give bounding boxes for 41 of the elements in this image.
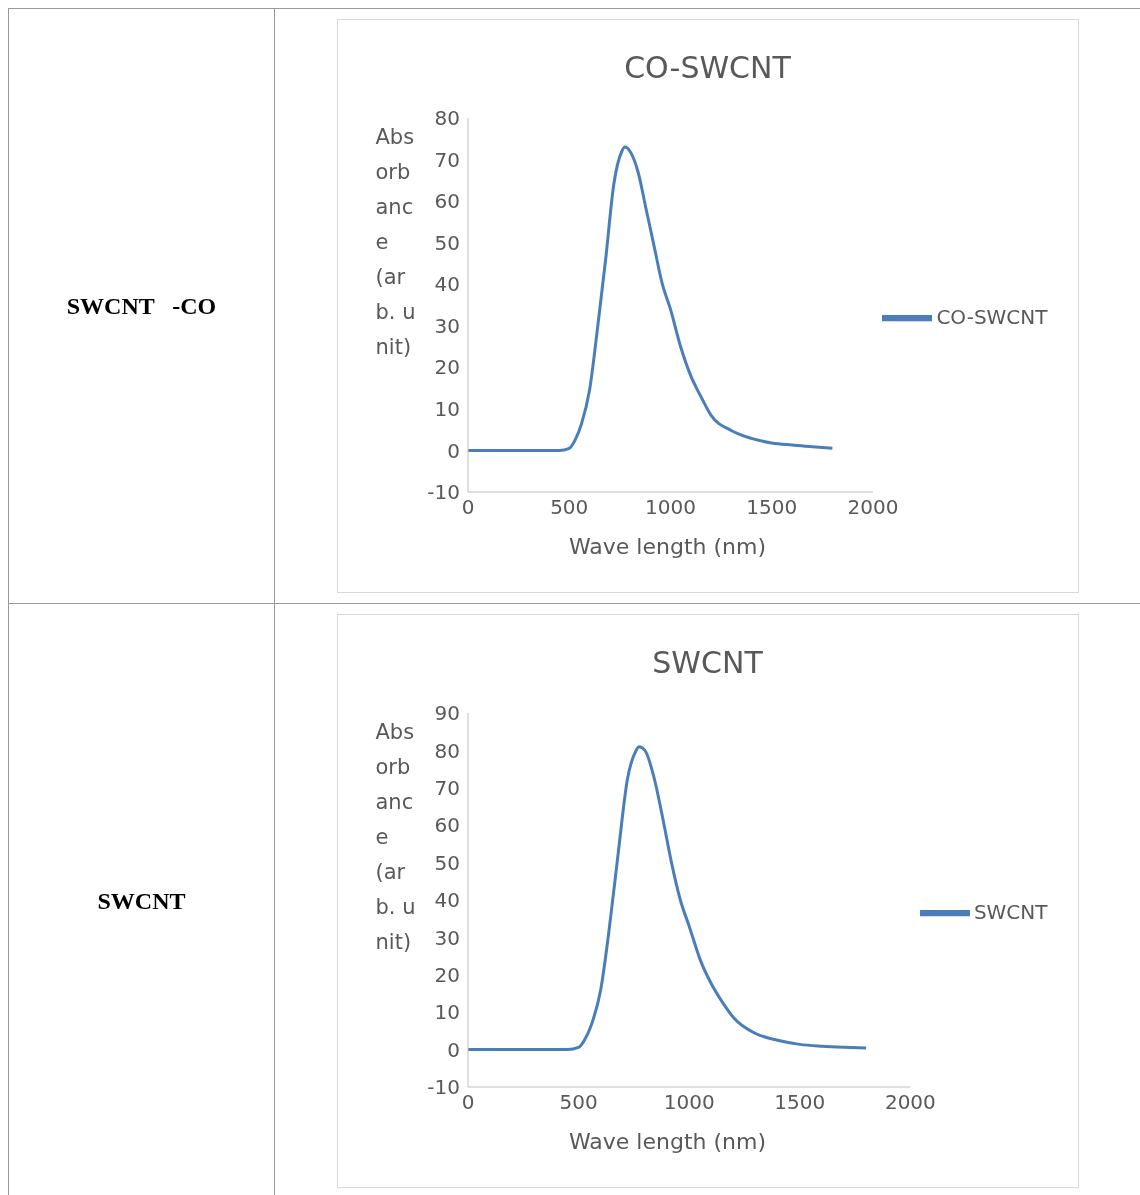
x-tick-label: 1500	[745, 495, 797, 520]
y-tick-label: -10	[426, 1075, 460, 1100]
y-axis-title: Absorbance (arb. unit)	[375, 124, 416, 361]
legend-label: CO-SWCNT	[936, 304, 1048, 329]
y-tick-label: 80	[434, 106, 460, 131]
y-tick-label: 0	[446, 438, 460, 463]
y-tick-label: 50	[434, 230, 460, 255]
chart-title: CO-SWCNT	[623, 50, 792, 85]
chart-title: SWCNT	[651, 645, 764, 680]
y-tick-label: 60	[434, 189, 460, 214]
x-tick-label: 1500	[773, 1090, 825, 1115]
y-axis-title: Absorbance (arb. unit)	[375, 719, 416, 956]
line-series	[467, 745, 868, 1052]
y-tick-label: 70	[434, 775, 460, 800]
y-tick-label: -10	[426, 480, 460, 505]
y-tick-label: 60	[434, 813, 460, 838]
x-tick-label: 500	[549, 495, 588, 520]
legend-label: SWCNT	[973, 899, 1048, 924]
y-tick-label: 20	[434, 962, 460, 987]
y-tick-label: 50	[434, 850, 460, 875]
x-tick-label: 2000	[884, 1090, 936, 1115]
x-tick-label: 1000	[663, 1090, 715, 1115]
text: SWCNT -CO	[66, 292, 217, 320]
y-tick-label: 30	[434, 925, 460, 950]
x-axis-title: Wave length (nm)	[567, 1129, 767, 1154]
text: SWCNT	[97, 887, 186, 915]
line-series	[467, 145, 834, 452]
y-tick-label: 40	[434, 272, 460, 297]
x-tick-label: 2000	[846, 495, 898, 520]
y-tick-label: 10	[434, 1000, 460, 1025]
y-tick-label: 20	[434, 355, 460, 380]
y-tick-label: 40	[434, 888, 460, 913]
y-tick-label: 90	[434, 701, 460, 726]
y-tick-label: 80	[434, 738, 460, 763]
y-tick-label: 30	[434, 313, 460, 338]
y-tick-label: 0	[446, 1037, 460, 1062]
y-tick-label: 70	[434, 147, 460, 172]
x-axis-title: Wave length (nm)	[567, 534, 767, 559]
x-tick-label: 500	[559, 1090, 598, 1115]
x-tick-label: 1000	[644, 495, 696, 520]
y-tick-label: 10	[434, 396, 460, 421]
